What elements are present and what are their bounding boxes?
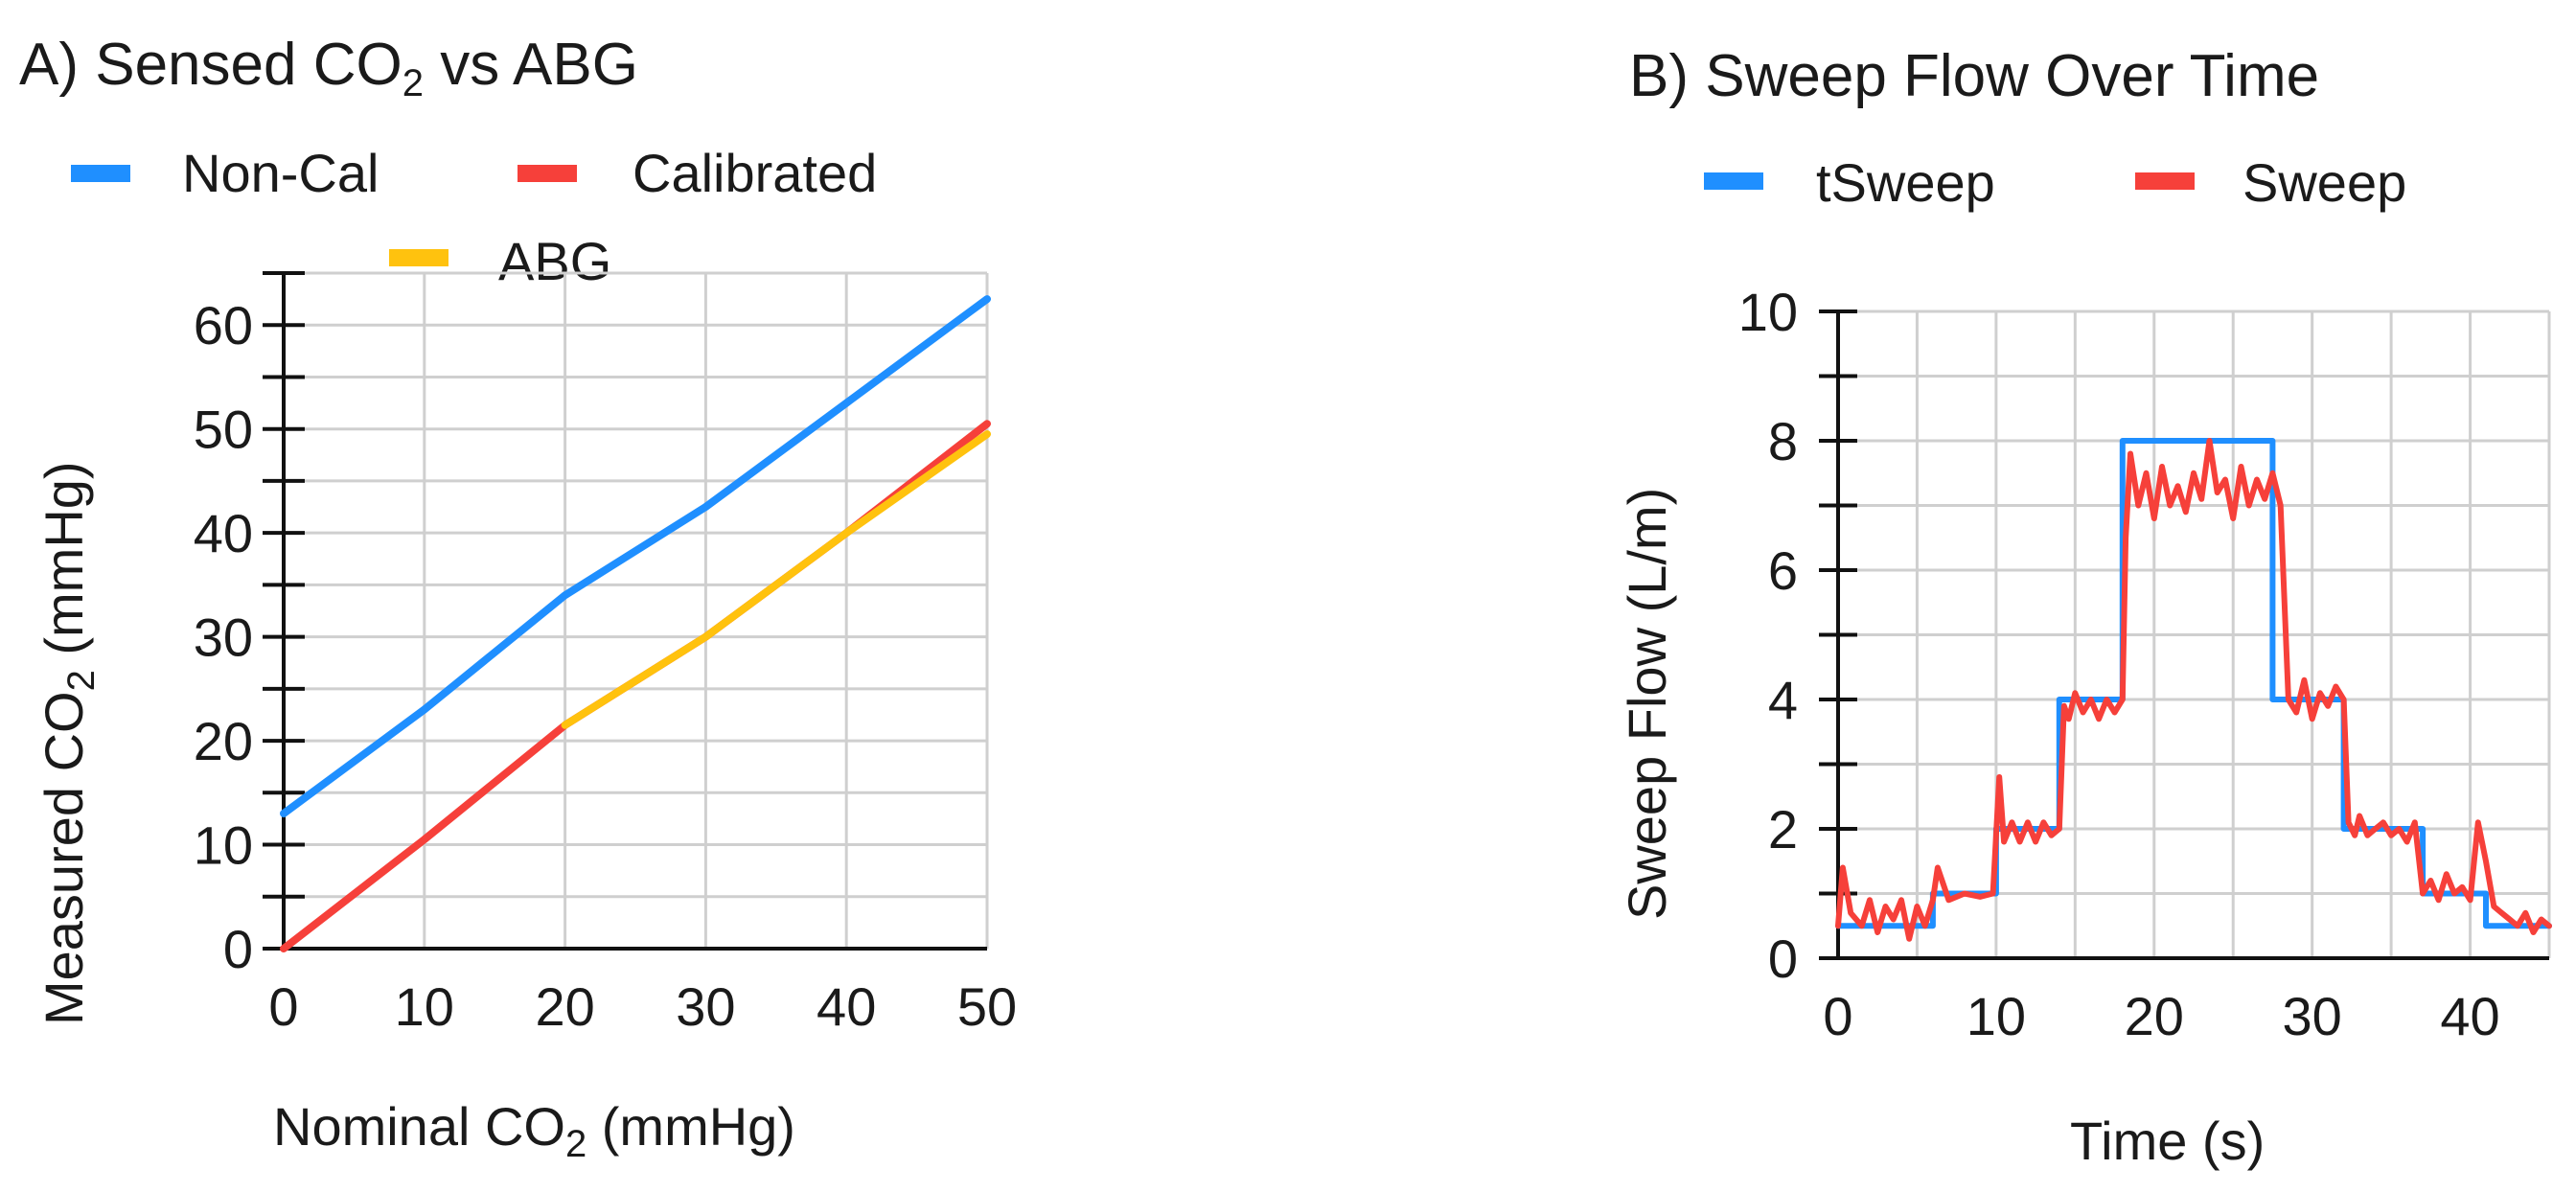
y-tick-label: 6 [1768,540,1798,601]
chart-a-axes [263,271,987,951]
x-tick-label: 10 [395,976,454,1037]
x-tick-label: 50 [957,976,1017,1037]
y-tick-label: 2 [1768,799,1798,860]
chart-b-gridlines [1838,309,2551,958]
series-line-non-cal [280,295,991,817]
chart-a-series [280,295,991,952]
chart-b-axes [1819,309,2549,960]
series-line-abg [561,430,991,729]
legend-swatch-non-cal [71,165,130,182]
legend-swatch-tsweep [1704,172,1763,190]
series-line-sweep [1835,438,2552,942]
y-tick-label: 8 [1768,411,1798,471]
legend-label-calibrated: Calibrated [632,143,877,203]
series-line-tsweep [1835,438,2552,929]
chart-a-legend: Non-Cal Calibrated ABG [71,143,877,291]
chart-b-legend: tSweep Sweep [1704,152,2406,213]
chart-b-x-axis-label: Time (s) [2070,1111,2265,1171]
x-tick-label: 10 [1966,986,2026,1046]
chart-b-title: B) Sweep Flow Over Time [1629,43,2319,109]
y-tick-label: 40 [194,503,253,563]
legend-label-sweep: Sweep [2242,152,2406,213]
chart-a-tick-labels: 0 10 20 30 40 50 60 0 10 20 30 40 50 [194,295,1017,1037]
legend-label-tsweep: tSweep [1816,152,1995,213]
series-line-calibrated [280,420,991,952]
chart-b-tick-labels: 0 2 4 6 8 10 0 10 20 30 40 [1738,282,2500,1046]
y-tick-label: 60 [194,295,253,355]
y-tick-label: 10 [1738,282,1798,342]
x-tick-label: 40 [816,976,876,1037]
x-tick-label: 20 [535,976,594,1037]
chart-b: B) Sweep Flow Over Time tSweep Sweep 0 2 4… [1617,43,2552,1171]
chart-a-gridlines [284,271,989,949]
x-tick-label: 0 [1823,986,1852,1046]
y-tick-label: 4 [1768,670,1798,730]
chart-a-y-axis-label: Measured CO2 (mmHg) [34,461,103,1025]
chart-a: A) Sensed CO2 vs ABG Non-Cal Calibrated … [19,32,1017,1165]
legend-swatch-sweep [2135,172,2195,190]
y-tick-label: 50 [194,400,253,460]
legend-label-abg: ABG [498,231,611,291]
x-tick-label: 30 [676,976,735,1037]
chart-b-series [1835,438,2552,942]
y-tick-label: 0 [1768,928,1798,989]
legend-swatch-calibrated [518,165,577,182]
x-tick-label: 40 [2440,986,2499,1046]
chart-a-x-axis-label: Nominal CO2 (mmHg) [273,1096,795,1165]
x-tick-label: 0 [268,976,298,1037]
y-tick-label: 30 [194,607,253,668]
legend-swatch-abg [389,249,448,266]
y-tick-label: 10 [194,815,253,876]
x-tick-label: 30 [2283,986,2342,1046]
y-tick-label: 0 [223,919,253,979]
y-tick-label: 20 [194,711,253,771]
chart-b-y-axis-label: Sweep Flow (L/m) [1617,488,1677,920]
legend-label-non-cal: Non-Cal [182,143,379,203]
chart-a-title: A) Sensed CO2 vs ABG [19,32,638,104]
x-tick-label: 20 [2125,986,2184,1046]
